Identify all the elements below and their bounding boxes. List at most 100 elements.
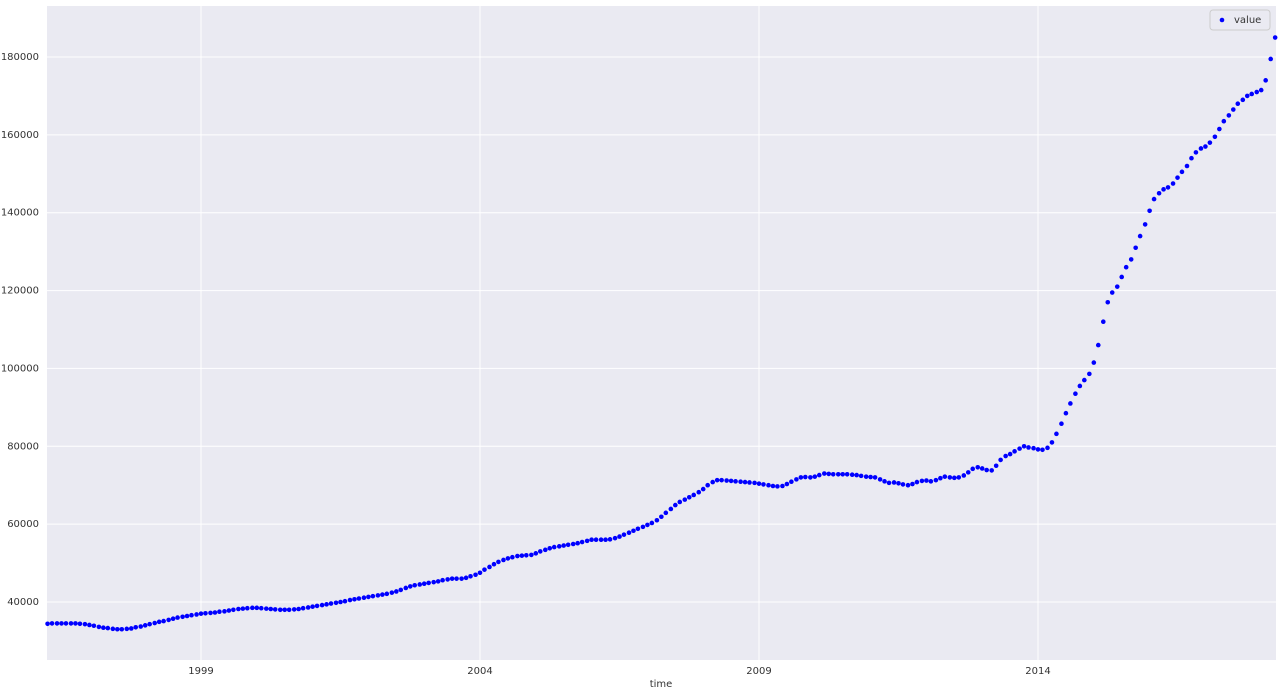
data-point [1231, 107, 1236, 112]
data-point [719, 477, 724, 483]
data-point [742, 479, 748, 485]
data-point [119, 626, 125, 632]
y-tick-label: 120000 [1, 286, 39, 297]
data-point [231, 607, 236, 613]
data-point [756, 481, 762, 486]
data-point [691, 492, 697, 498]
data-point [686, 494, 692, 500]
data-point [170, 616, 176, 622]
data-point [445, 577, 450, 582]
data-point [394, 589, 399, 594]
data-point [338, 599, 343, 605]
data-point [1054, 431, 1059, 437]
data-point [761, 482, 766, 487]
data-point [110, 626, 116, 632]
data-point [426, 580, 431, 586]
data-point [537, 549, 543, 554]
data-point [49, 621, 55, 626]
data-point [808, 475, 813, 480]
data-point [398, 587, 404, 593]
data-point [87, 622, 92, 628]
data-point [993, 463, 999, 469]
data-point [1217, 126, 1222, 132]
data-point [161, 618, 166, 624]
data-point [166, 617, 171, 623]
data-point [863, 474, 869, 479]
data-point [245, 605, 250, 611]
data-point [1073, 391, 1078, 397]
data-point [752, 480, 757, 486]
data-point [482, 567, 487, 572]
data-point [524, 552, 529, 558]
data-point [621, 532, 627, 537]
y-tick-label: 160000 [1, 130, 39, 141]
data-point [1244, 93, 1250, 99]
data-point [45, 621, 50, 627]
data-point [384, 591, 390, 597]
data-point [868, 474, 873, 480]
data-point [747, 480, 752, 485]
data-point [175, 615, 180, 620]
data-point [417, 582, 423, 587]
data-point [570, 541, 576, 547]
data-point [491, 561, 497, 567]
legend-marker [1219, 17, 1225, 23]
data-point [1105, 299, 1111, 305]
data-point [673, 502, 678, 508]
x-tick-label: 2004 [467, 666, 492, 677]
data-point [775, 484, 780, 489]
data-point [1165, 185, 1171, 190]
data-point [407, 584, 413, 589]
data-point [380, 592, 385, 597]
data-point [1184, 163, 1190, 169]
data-point [821, 471, 827, 476]
data-point [900, 482, 906, 487]
data-point [700, 486, 706, 492]
data-point [1049, 440, 1055, 445]
data-point [389, 590, 395, 595]
data-point [82, 621, 88, 627]
data-point [1017, 446, 1022, 451]
data-point [579, 539, 585, 545]
data-point [296, 606, 301, 612]
data-point [101, 625, 106, 630]
data-point [473, 572, 478, 578]
data-point [217, 609, 222, 615]
x-tick-label: 2014 [1025, 666, 1050, 677]
data-point [1207, 140, 1213, 145]
data-point [668, 506, 674, 512]
data-point [277, 607, 283, 613]
data-point [542, 547, 548, 553]
data-point [1068, 401, 1073, 406]
data-point [1021, 443, 1027, 449]
data-point [663, 510, 669, 516]
data-point [1087, 371, 1092, 377]
data-point [1100, 319, 1106, 325]
data-point [840, 472, 846, 477]
data-point [556, 544, 562, 549]
data-point [928, 479, 934, 484]
data-point [1007, 451, 1013, 457]
data-point [575, 540, 580, 546]
data-point [910, 481, 915, 487]
data-point [1189, 155, 1194, 161]
data-point [645, 522, 650, 528]
data-point [226, 608, 232, 613]
data-point [1179, 169, 1185, 175]
data-point [1263, 78, 1268, 83]
data-point [830, 472, 836, 477]
data-point [835, 472, 841, 477]
data-point [784, 481, 790, 487]
data-point [459, 576, 464, 581]
data-point [975, 465, 981, 470]
data-point [333, 600, 339, 606]
data-point [938, 475, 943, 481]
data-point [203, 610, 208, 616]
data-point [794, 477, 799, 482]
data-point [1035, 447, 1041, 452]
data-point [947, 475, 953, 480]
data-point [194, 612, 199, 617]
data-point [933, 477, 939, 483]
data-point [1137, 233, 1143, 239]
data-point [617, 534, 622, 539]
